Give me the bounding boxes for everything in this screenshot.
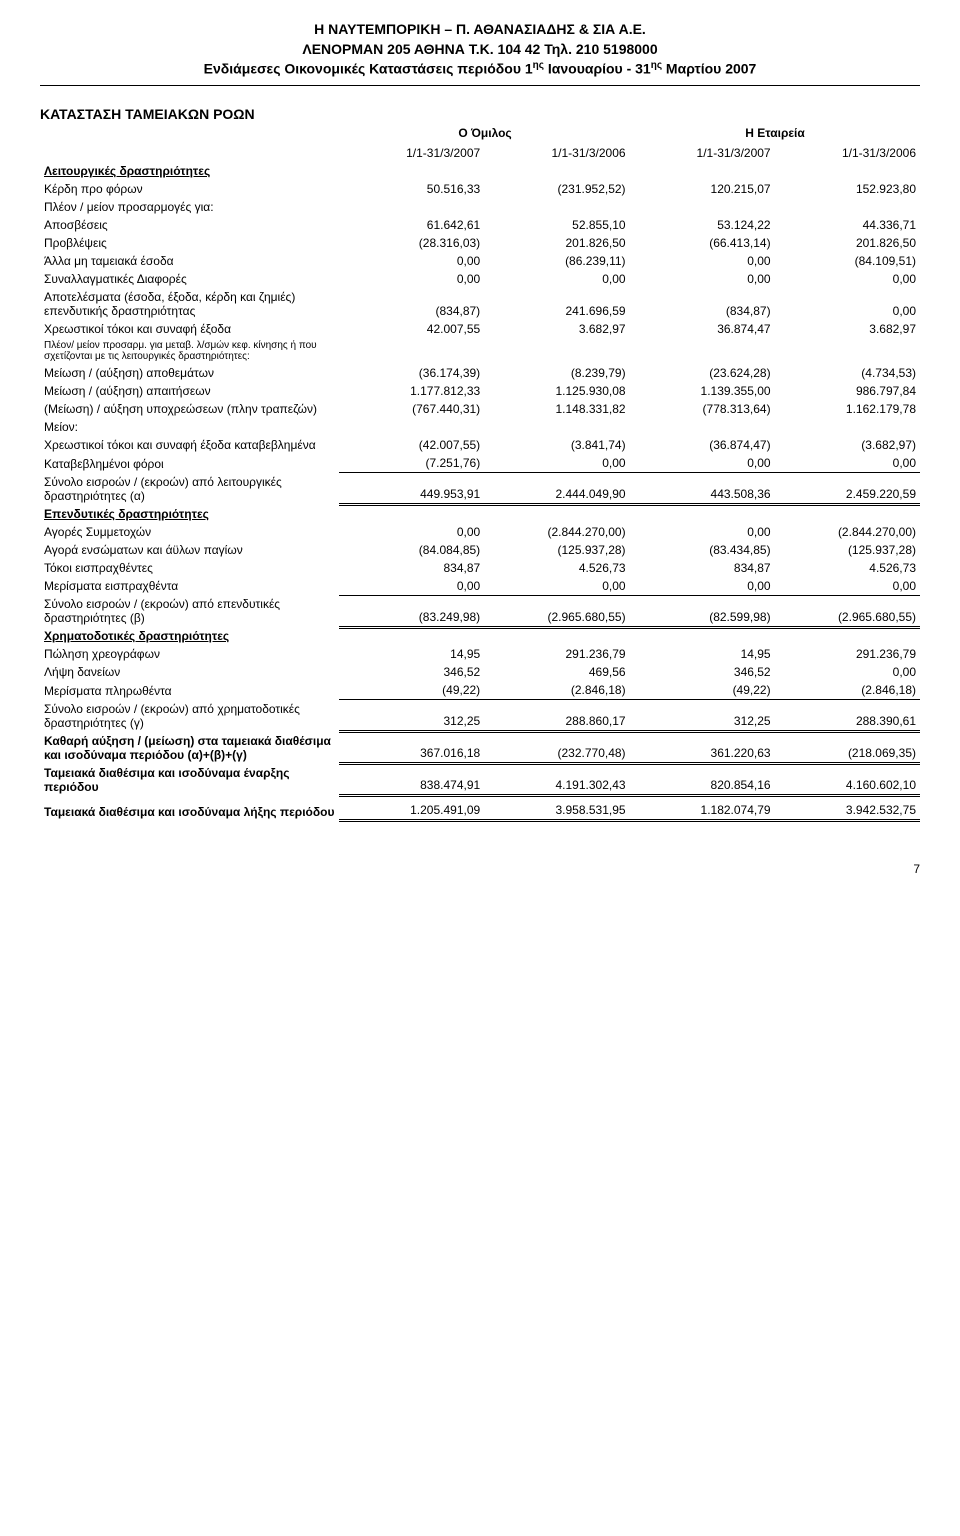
row-inventory: Μείωση / (αύξηση) αποθεμάτων (36.174,39)… (40, 364, 920, 382)
row-int-received: Τόκοι εισπραχθέντες 834,87 4.526,73 834,… (40, 559, 920, 577)
section-operating: Λειτουργικές δραστηριότητες (40, 162, 339, 180)
col-3: 1/1-31/3/2007 (630, 144, 775, 162)
row-div-received: Μερίσματα εισπραχθέντα 0,00 0,00 0,00 0,… (40, 577, 920, 596)
row-minus-label: Μείον: (40, 418, 339, 436)
col-2: 1/1-31/3/2006 (484, 144, 629, 162)
column-headers: 1/1-31/3/2007 1/1-31/3/2006 1/1-31/3/200… (40, 144, 920, 162)
statement-title: ΚΑΤΑΣΤΑΣΗ ΤΑΜΕΙΑΚΩΝ ΡΟΩΝ (40, 106, 920, 122)
page: Η ΝΑΥΤΕΜΠΟΡΙΚΗ – Π. ΑΘΑΝΑΣΙΑΔΗΣ & ΣΙΑ Α.… (0, 0, 960, 916)
header-line-3: Ενδιάμεσες Οικονομικές Καταστάσεις περιό… (40, 59, 920, 79)
row-div-paid: Μερίσματα πληρωθέντα (49,22) (2.846,18) … (40, 681, 920, 700)
cash-flow-table: 1/1-31/3/2007 1/1-31/3/2006 1/1-31/3/200… (40, 144, 920, 822)
section-financing: Χρηματοδοτικές δραστηριότητες (40, 627, 339, 645)
header-line-2: ΛΕΝΟΡΜΑΝ 205 ΑΘΗΝΑ Τ.Κ. 104 42 Τηλ. 210 … (40, 40, 920, 60)
col-1: 1/1-31/3/2007 (339, 144, 484, 162)
row-int-paid: Χρεωστικοί τόκοι και συναφή έξοδα καταβε… (40, 436, 920, 454)
row-loans: Λήψη δανείων 346,52 469,56 346,52 0,00 (40, 663, 920, 681)
group-label-group: Ο Όμιλος (340, 126, 630, 140)
group-headers: Ο Όμιλος Η Εταιρεία (40, 126, 920, 140)
row-cash-end: Ταμειακά διαθέσιμα και ισοδύναμα λήξης π… (40, 801, 920, 821)
page-number: 7 (40, 862, 920, 876)
row-inv-total: Σύνολο εισροών / (εκροών) από επενδυτικέ… (40, 595, 920, 627)
row-inv-result: Αποτελέσματα (έσοδα, έξοδα, κέρδη και ζη… (40, 288, 920, 320)
row-adjust-label: Πλέον / μείον προσαρμογές για: (40, 198, 339, 216)
row-fin-total: Σύνολο εισροών / (εκροών) από χρηματοδοτ… (40, 700, 920, 732)
group-label-company: Η Εταιρεία (630, 126, 920, 140)
row-tax-paid: Καταβεβλημένοι φόροι (7.251,76) 0,00 0,0… (40, 454, 920, 473)
row-wc-adjust-label: Πλέον/ μείον προσαρμ. για μεταβ. λ/σμών … (40, 338, 339, 364)
header-line-1: Η ΝΑΥΤΕΜΠΟΡΙΚΗ – Π. ΑΘΑΝΑΣΙΑΔΗΣ & ΣΙΑ Α.… (40, 20, 920, 40)
row-int-exp: Χρεωστικοί τόκοι και συναφή έξοδα 42.007… (40, 320, 920, 338)
row-sell-securities: Πώληση χρεογράφων 14,95 291.236,79 14,95… (40, 645, 920, 663)
header-rule (40, 85, 920, 86)
row-buy-affiliates: Αγορές Συμμετοχών 0,00 (2.844.270,00) 0,… (40, 523, 920, 541)
row-provisions: Προβλέψεις (28.316,03) 201.826,50 (66.41… (40, 234, 920, 252)
row-buy-fixed: Αγορά ενσώματων και άϋλων παγίων (84.084… (40, 541, 920, 559)
row-cash-begin: Ταμειακά διαθέσιμα και ισοδύναμα έναρξης… (40, 764, 920, 796)
row-op-total: Σύνολο εισροών / (εκροών) από λειτουργικ… (40, 473, 920, 505)
col-4: 1/1-31/3/2006 (775, 144, 920, 162)
row-net-change: Καθαρή αύξηση / (μείωση) στα ταμειακά δι… (40, 732, 920, 764)
row-liabilities: (Μείωση) / αύξηση υποχρεώσεων (πλην τραπ… (40, 400, 920, 418)
row-receivables: Μείωση / (αύξηση) απαιτήσεων 1.177.812,3… (40, 382, 920, 400)
row-depreciation: Αποσβέσεις 61.642,61 52.855,10 53.124,22… (40, 216, 920, 234)
row-profit: Κέρδη προ φόρων 50.516,33 (231.952,52) 1… (40, 180, 920, 198)
row-fx: Συναλλαγματικές Διαφορές 0,00 0,00 0,00 … (40, 270, 920, 288)
row-other-income: Άλλα μη ταμειακά έσοδα 0,00 (86.239,11) … (40, 252, 920, 270)
document-header: Η ΝΑΥΤΕΜΠΟΡΙΚΗ – Π. ΑΘΑΝΑΣΙΑΔΗΣ & ΣΙΑ Α.… (40, 20, 920, 79)
section-investing: Επενδυτικές δραστηριότητες (40, 505, 339, 523)
